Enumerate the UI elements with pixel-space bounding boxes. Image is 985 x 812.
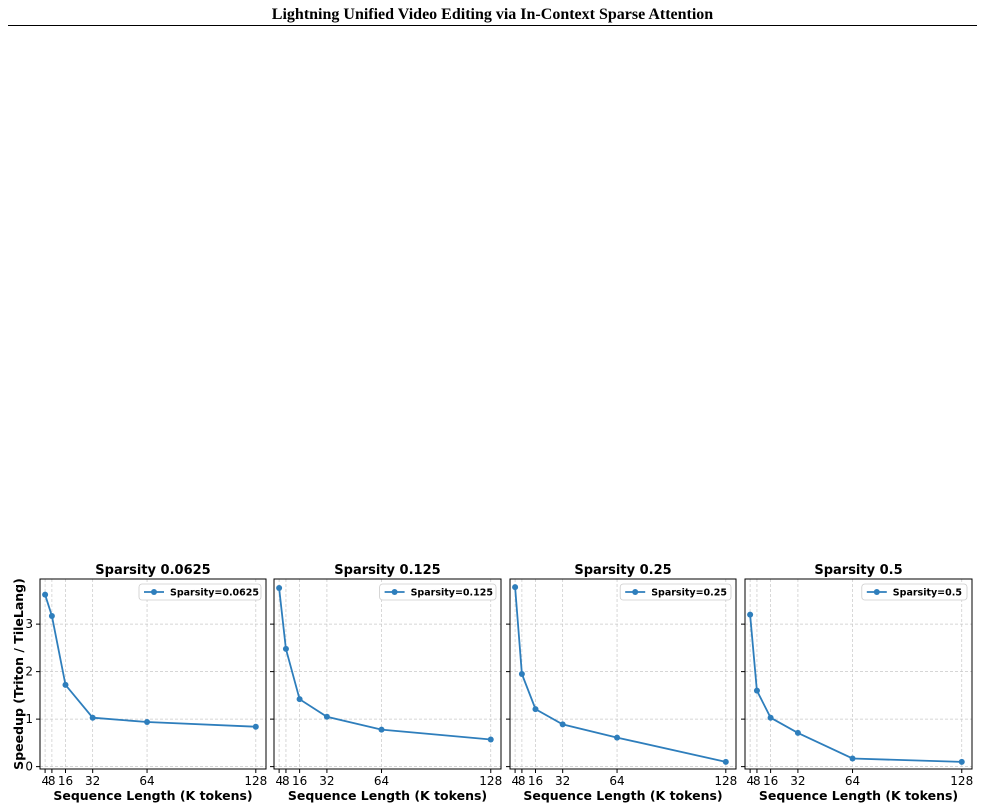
data-point	[282, 645, 289, 652]
chart-panel-2: 48 16 32 64 128 Sparsity 0.125 Sequence Length…	[270, 563, 502, 803]
data-point	[512, 584, 519, 591]
series-line	[44, 594, 256, 728]
axes-frame	[509, 578, 737, 770]
x-axis-label: Sequence Length (K tokens)	[759, 788, 958, 803]
axes-frame	[744, 578, 973, 770]
x-tick-label: 8	[48, 774, 56, 788]
legend-marker	[391, 589, 398, 595]
data-point	[958, 758, 965, 765]
data-point	[767, 714, 774, 721]
data-point	[722, 758, 729, 765]
legend-box	[861, 583, 968, 601]
x-tick-label: 8	[518, 774, 526, 788]
x-tick-label: 128	[950, 774, 973, 788]
y-axis-label: Speedup (Triton / TileLang)	[11, 578, 26, 770]
x-tick-label: 64	[374, 774, 389, 788]
legend-marker	[632, 589, 639, 595]
x-tick-label: 8	[753, 774, 761, 788]
chart-panel-4: 48 16 32 64 128 Sparsity 0.5 Sequence Length (…	[741, 563, 973, 803]
legend-label: Sparsity=0.5	[893, 588, 962, 599]
x-tick-label: 128	[244, 774, 267, 788]
x-tick-label: 4	[746, 774, 754, 788]
y-tick-label: 0	[25, 760, 33, 774]
x-axis-label: Sequence Length (K tokens)	[53, 788, 252, 803]
x-tick-label: 128	[479, 774, 502, 788]
data-point	[487, 736, 494, 743]
series-line	[514, 587, 726, 763]
x-tick-label: 64	[609, 774, 624, 788]
x-tick-label: 16	[58, 774, 73, 788]
legend-marker	[151, 589, 157, 595]
y-tick-label: 3	[25, 617, 33, 631]
data-point	[378, 726, 385, 733]
data-point	[323, 713, 330, 720]
legend-label: Sparsity=0.25	[651, 588, 727, 599]
data-point	[753, 687, 760, 694]
legend-box	[138, 583, 262, 601]
legend-label: Sparsity=0.0625	[170, 588, 259, 599]
x-tick-label: 64	[845, 774, 860, 788]
chart-title: Sparsity 0.25	[574, 563, 671, 578]
data-point	[532, 706, 539, 713]
data-point	[62, 681, 69, 688]
x-tick-label: 8	[282, 774, 290, 788]
x-tick-label: 16	[763, 774, 778, 788]
data-point	[276, 585, 283, 592]
data-point	[849, 755, 856, 762]
x-tick-label: 32	[319, 774, 334, 788]
x-tick-label: 128	[714, 774, 737, 788]
chart-title: Sparsity 0.0625	[95, 563, 210, 578]
page-title: Lightning Unified Video Editing via In-C…	[271, 6, 714, 23]
legend-label: Sparsity=0.125	[411, 588, 493, 599]
chart-title: Sparsity 0.5	[814, 563, 902, 578]
y-tick-label: 1	[25, 712, 33, 726]
x-tick-label: 32	[790, 774, 805, 788]
chart-title: Sparsity 0.125	[334, 563, 440, 578]
series-line	[278, 587, 491, 741]
x-tick-label: 4	[511, 774, 519, 788]
legend-box	[379, 583, 497, 601]
x-axis-label: Sequence Length (K tokens)	[288, 788, 487, 803]
data-point	[747, 611, 754, 618]
y-tick-label: 2	[25, 665, 33, 679]
data-point	[48, 613, 55, 620]
data-point	[89, 714, 96, 721]
axes-frame	[39, 578, 267, 770]
series-line	[749, 614, 962, 763]
chart-panel-3: 48 16 32 64 128 Sparsity 0.25 Sequence Length …	[506, 563, 737, 803]
x-tick-label: 16	[292, 774, 307, 788]
x-tick-label: 64	[139, 774, 154, 788]
x-tick-label: 4	[275, 774, 283, 788]
x-tick-label: 32	[85, 774, 100, 788]
data-point	[559, 721, 566, 728]
data-point	[794, 729, 801, 736]
data-point	[518, 671, 525, 677]
x-tick-label: 16	[528, 774, 543, 788]
data-point	[144, 718, 151, 725]
legend-marker	[873, 589, 880, 595]
legend-box	[619, 583, 732, 601]
axes-frame	[273, 578, 502, 770]
data-point	[42, 591, 49, 598]
page-header: Lightning Unified Video Editing via In-C…	[0, 0, 985, 28]
data-point	[296, 696, 303, 703]
data-point	[614, 734, 621, 741]
x-tick-label: 32	[555, 774, 570, 788]
x-tick-label: 4	[41, 774, 49, 788]
chart-panel-1: 48 16 32 64 128 0 1 2 3 Sparsity 0.0625 Sequence L…	[11, 563, 267, 803]
x-axis-label: Sequence Length (K tokens)	[523, 788, 722, 803]
data-point	[252, 723, 259, 730]
header-divider	[8, 25, 977, 26]
